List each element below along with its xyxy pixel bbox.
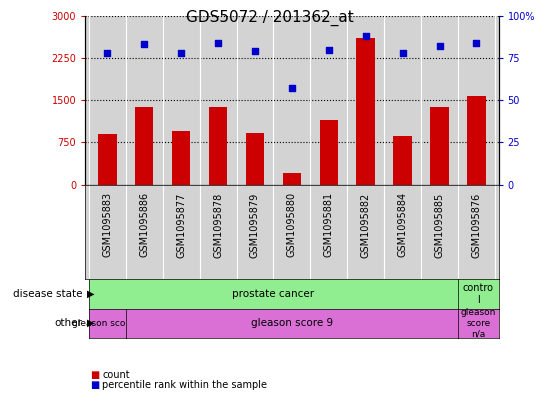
Point [324,46,333,53]
Bar [393,136,412,185]
Point [103,50,112,56]
Text: GSM1095877: GSM1095877 [176,192,186,258]
Text: GDS5072 / 201362_at: GDS5072 / 201362_at [185,10,354,26]
Text: count: count [102,370,130,380]
Point [472,40,481,46]
Bar [209,107,227,185]
Bar [98,134,116,185]
Text: GSM1095882: GSM1095882 [361,192,371,257]
Text: ▶: ▶ [87,318,94,328]
Text: GSM1095881: GSM1095881 [324,192,334,257]
Bar [282,173,301,185]
Text: GSM1095879: GSM1095879 [250,192,260,257]
Point [398,50,407,56]
Bar [430,107,449,185]
Point [214,40,223,46]
Text: other: other [54,318,82,328]
Bar [135,107,154,185]
Text: GSM1095883: GSM1095883 [102,192,112,257]
Text: GSM1095880: GSM1095880 [287,192,297,257]
Text: ■: ■ [91,370,100,380]
Bar [172,131,190,185]
Text: ■: ■ [91,380,100,390]
Point [435,43,444,49]
Point [177,50,185,56]
Text: GSM1095885: GSM1095885 [434,192,445,257]
Bar [467,96,486,185]
Bar [356,38,375,185]
Text: GSM1095884: GSM1095884 [398,192,407,257]
Point [251,48,259,54]
Point [288,85,296,92]
Text: gleason score 9: gleason score 9 [251,318,333,328]
Text: prostate cancer: prostate cancer [232,289,314,299]
Bar [320,120,338,185]
Text: gleason
score
n/a: gleason score n/a [461,309,496,338]
Text: contro
l: contro l [463,283,494,305]
Bar [246,133,264,185]
Text: GSM1095878: GSM1095878 [213,192,223,257]
Text: GSM1095876: GSM1095876 [472,192,481,257]
Text: GSM1095886: GSM1095886 [139,192,149,257]
Point [140,41,149,48]
Text: ▶: ▶ [87,289,94,299]
Text: gleason score 8: gleason score 8 [72,319,143,328]
Point [361,33,370,39]
Text: percentile rank within the sample: percentile rank within the sample [102,380,267,390]
Text: disease state: disease state [13,289,82,299]
